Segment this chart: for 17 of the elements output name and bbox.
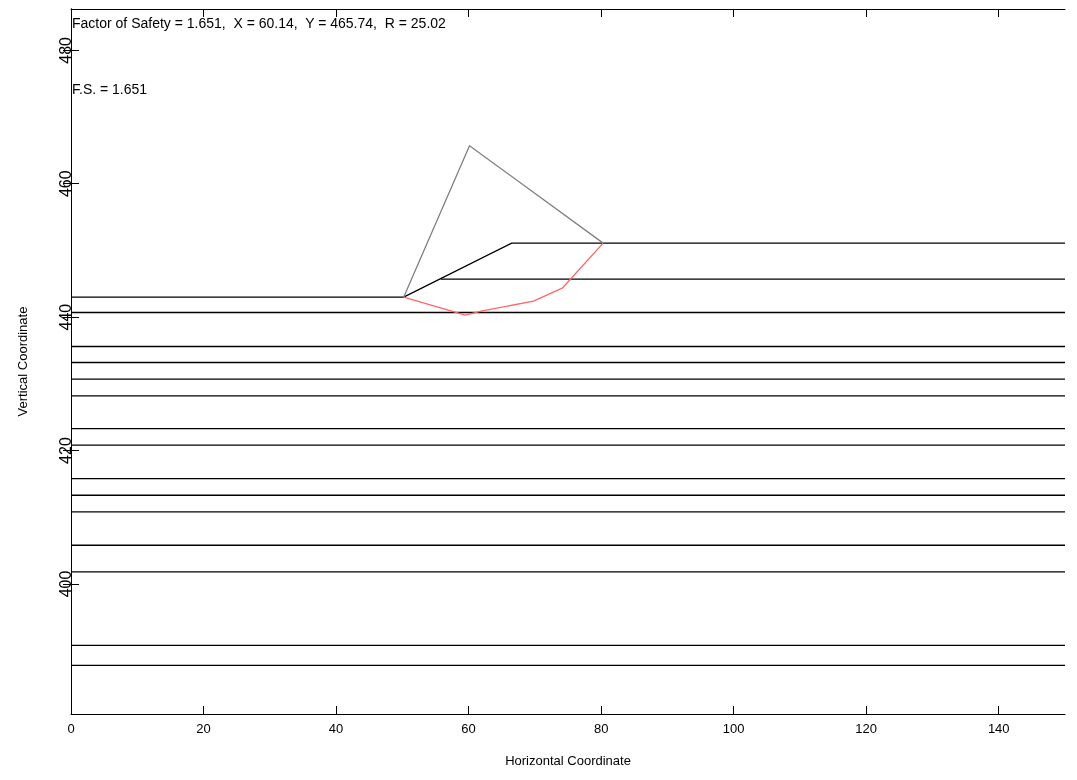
x-tick-label: 120 bbox=[855, 721, 878, 736]
y-tick-label: 440 bbox=[56, 303, 74, 331]
x-tick-label: 100 bbox=[722, 721, 745, 736]
y-tick-label: 400 bbox=[56, 570, 74, 598]
x-tick-label: 40 bbox=[328, 721, 344, 736]
x-tick-label: 60 bbox=[461, 721, 476, 736]
x-tick-label: 20 bbox=[196, 721, 211, 736]
y-tick-label: 460 bbox=[56, 170, 74, 198]
x-tick-label: 80 bbox=[593, 721, 609, 736]
y-axis-title: Vertical Coordinate bbox=[15, 306, 30, 417]
y-tick-label: 420 bbox=[56, 437, 74, 464]
annotation: F.S. = 1.651 bbox=[72, 81, 148, 97]
x-tick-label: 140 bbox=[987, 721, 1010, 736]
y-tick-label: 480 bbox=[56, 36, 74, 64]
x-tick-label: 0 bbox=[67, 721, 75, 736]
x-axis-title: Horizontal Coordinate bbox=[505, 753, 631, 768]
annotation: Factor of Safety = 1.651, X = 60.14, Y = 465.74, R = 25.02 bbox=[72, 15, 447, 31]
